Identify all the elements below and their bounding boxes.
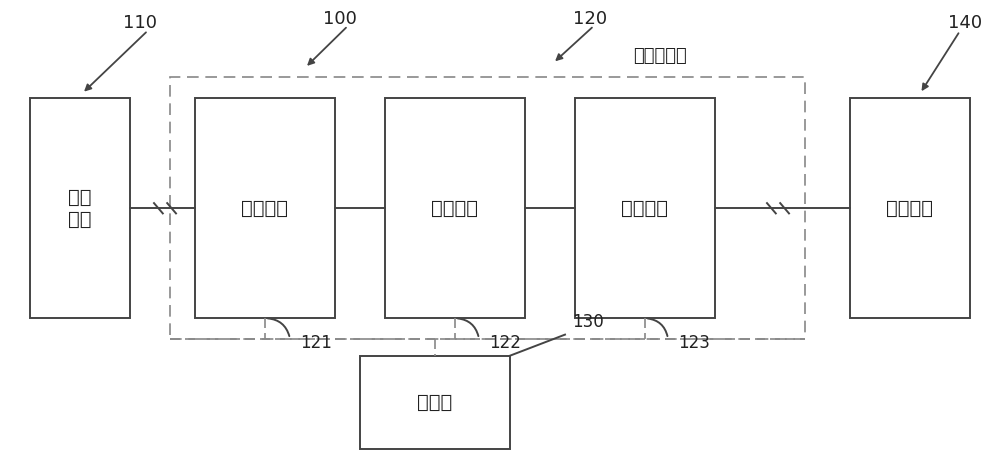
Text: 110: 110	[123, 15, 157, 32]
Bar	[575, 98, 715, 318]
Text: 充电电路: 充电电路	[242, 199, 288, 218]
Text: 蓄电池: 蓄电池	[417, 393, 453, 412]
Text: 120: 120	[573, 10, 607, 28]
Text: 122: 122	[489, 334, 521, 351]
Text: 光伏
电池: 光伏 电池	[68, 188, 92, 229]
Text: 140: 140	[948, 15, 982, 32]
Text: 逆变电路: 逆变电路	[886, 199, 933, 218]
Text: 控制电路: 控制电路	[432, 199, 479, 218]
Bar	[850, 98, 970, 318]
Bar	[360, 356, 510, 449]
Bar	[385, 98, 525, 318]
Text: 放电电路: 放电电路	[622, 199, 668, 218]
Bar	[30, 98, 130, 318]
Text: 100: 100	[323, 10, 357, 28]
Bar	[195, 98, 335, 318]
Text: 121: 121	[300, 334, 332, 351]
Text: 光伏控制器: 光伏控制器	[633, 47, 687, 65]
Text: 130: 130	[572, 314, 604, 331]
Bar	[170, 77, 805, 339]
Text: 123: 123	[678, 334, 710, 351]
